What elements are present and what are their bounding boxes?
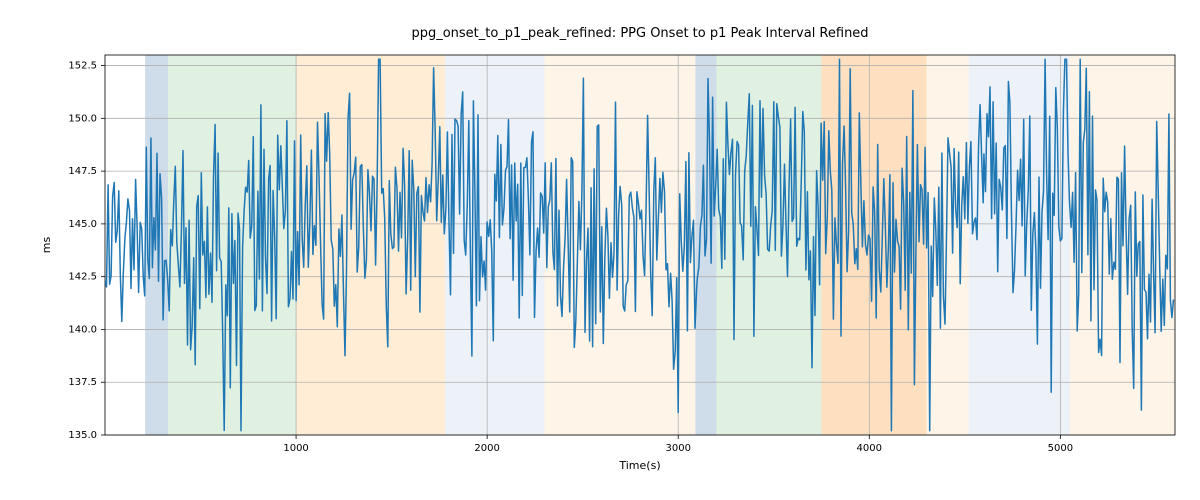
y-tick-label: 150.0 xyxy=(68,113,97,124)
shaded-region-0 xyxy=(145,55,168,435)
x-tick-label: 3000 xyxy=(665,443,690,454)
y-tick-label: 145.0 xyxy=(68,219,97,230)
y-axis-label: ms xyxy=(40,237,53,254)
y-tick-label: 142.5 xyxy=(68,272,97,283)
y-tick-label: 135.0 xyxy=(68,430,97,441)
y-tick-label: 147.5 xyxy=(68,166,97,177)
chart-container: 1000 2000 3000 4000 5000 135.0 137.5 140.0 142.5… xyxy=(0,0,1200,500)
shaded-region-9 xyxy=(969,55,1070,435)
y-tick-label: 137.5 xyxy=(68,377,97,388)
chart-svg: 1000 2000 3000 4000 5000 135.0 137.5 140.0 142.5… xyxy=(0,0,1200,500)
x-tick-label: 1000 xyxy=(283,443,308,454)
chart-title: ppg_onset_to_p1_peak_refined: PPG Onset … xyxy=(411,26,868,41)
shaded-region-2 xyxy=(296,55,445,435)
y-tick-label: 140.0 xyxy=(68,324,97,335)
x-tick-label: 4000 xyxy=(857,443,882,454)
x-tick-label: 2000 xyxy=(474,443,499,454)
y-tick-label: 152.5 xyxy=(68,61,97,72)
x-axis-label: Time(s) xyxy=(618,459,660,472)
shaded-region-4 xyxy=(544,55,695,435)
x-tick-label: 5000 xyxy=(1048,443,1073,454)
